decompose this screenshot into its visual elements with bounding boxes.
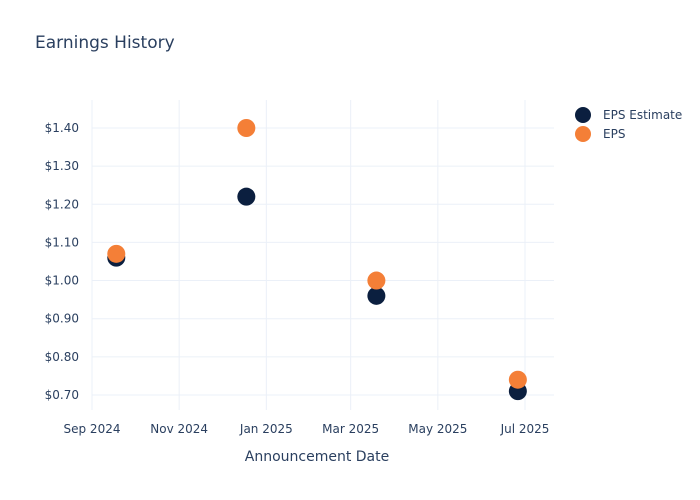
y-tick-label: $1.20 [45, 197, 79, 211]
x-tick-label: Nov 2024 [150, 422, 208, 436]
legend-label: EPS Estimate [603, 107, 683, 122]
y-tick-label: $0.70 [45, 388, 79, 402]
y-tick-label: $1.40 [45, 121, 79, 135]
data-point-eps[interactable] [107, 244, 126, 263]
data-point-eps[interactable] [367, 271, 386, 290]
x-tick-label: Jan 2025 [239, 422, 293, 436]
legend: EPS Estimate EPS [575, 105, 682, 143]
data-point-eps-estimate[interactable] [367, 286, 386, 305]
gridlines [91, 100, 554, 410]
legend-item-eps-estimate[interactable]: EPS Estimate [575, 105, 682, 124]
data-points [107, 119, 527, 401]
x-tick-label: Jul 2025 [500, 422, 550, 436]
y-tick-label: $1.00 [45, 274, 79, 288]
legend-label: EPS [603, 126, 626, 141]
data-point-eps[interactable] [237, 119, 256, 137]
y-tick-label: $1.30 [45, 159, 79, 173]
x-axis-ticks: Sep 2024 Nov 2024 Jan 2025 Mar 2025 May 2025… [64, 422, 550, 436]
x-tick-label: May 2025 [408, 422, 467, 436]
circle-marker-icon [575, 106, 591, 123]
x-tick-label: Mar 2025 [322, 422, 379, 436]
legend-item-eps[interactable]: EPS [575, 124, 682, 143]
x-tick-label: Sep 2024 [64, 422, 121, 436]
data-point-eps[interactable] [508, 370, 527, 389]
chart-title: Earnings History [35, 33, 175, 53]
y-tick-label: $0.90 [45, 312, 79, 326]
circle-marker-icon [575, 125, 591, 142]
x-axis-title: Announcement Date [245, 449, 389, 465]
y-axis-ticks: $1.40 $1.30 $1.20 $1.10 $1.00 $0.90 $0.80 $0.70 [45, 121, 79, 402]
data-point-eps-estimate[interactable] [237, 187, 256, 206]
y-tick-label: $1.10 [45, 235, 79, 249]
y-tick-label: $0.80 [45, 350, 79, 364]
